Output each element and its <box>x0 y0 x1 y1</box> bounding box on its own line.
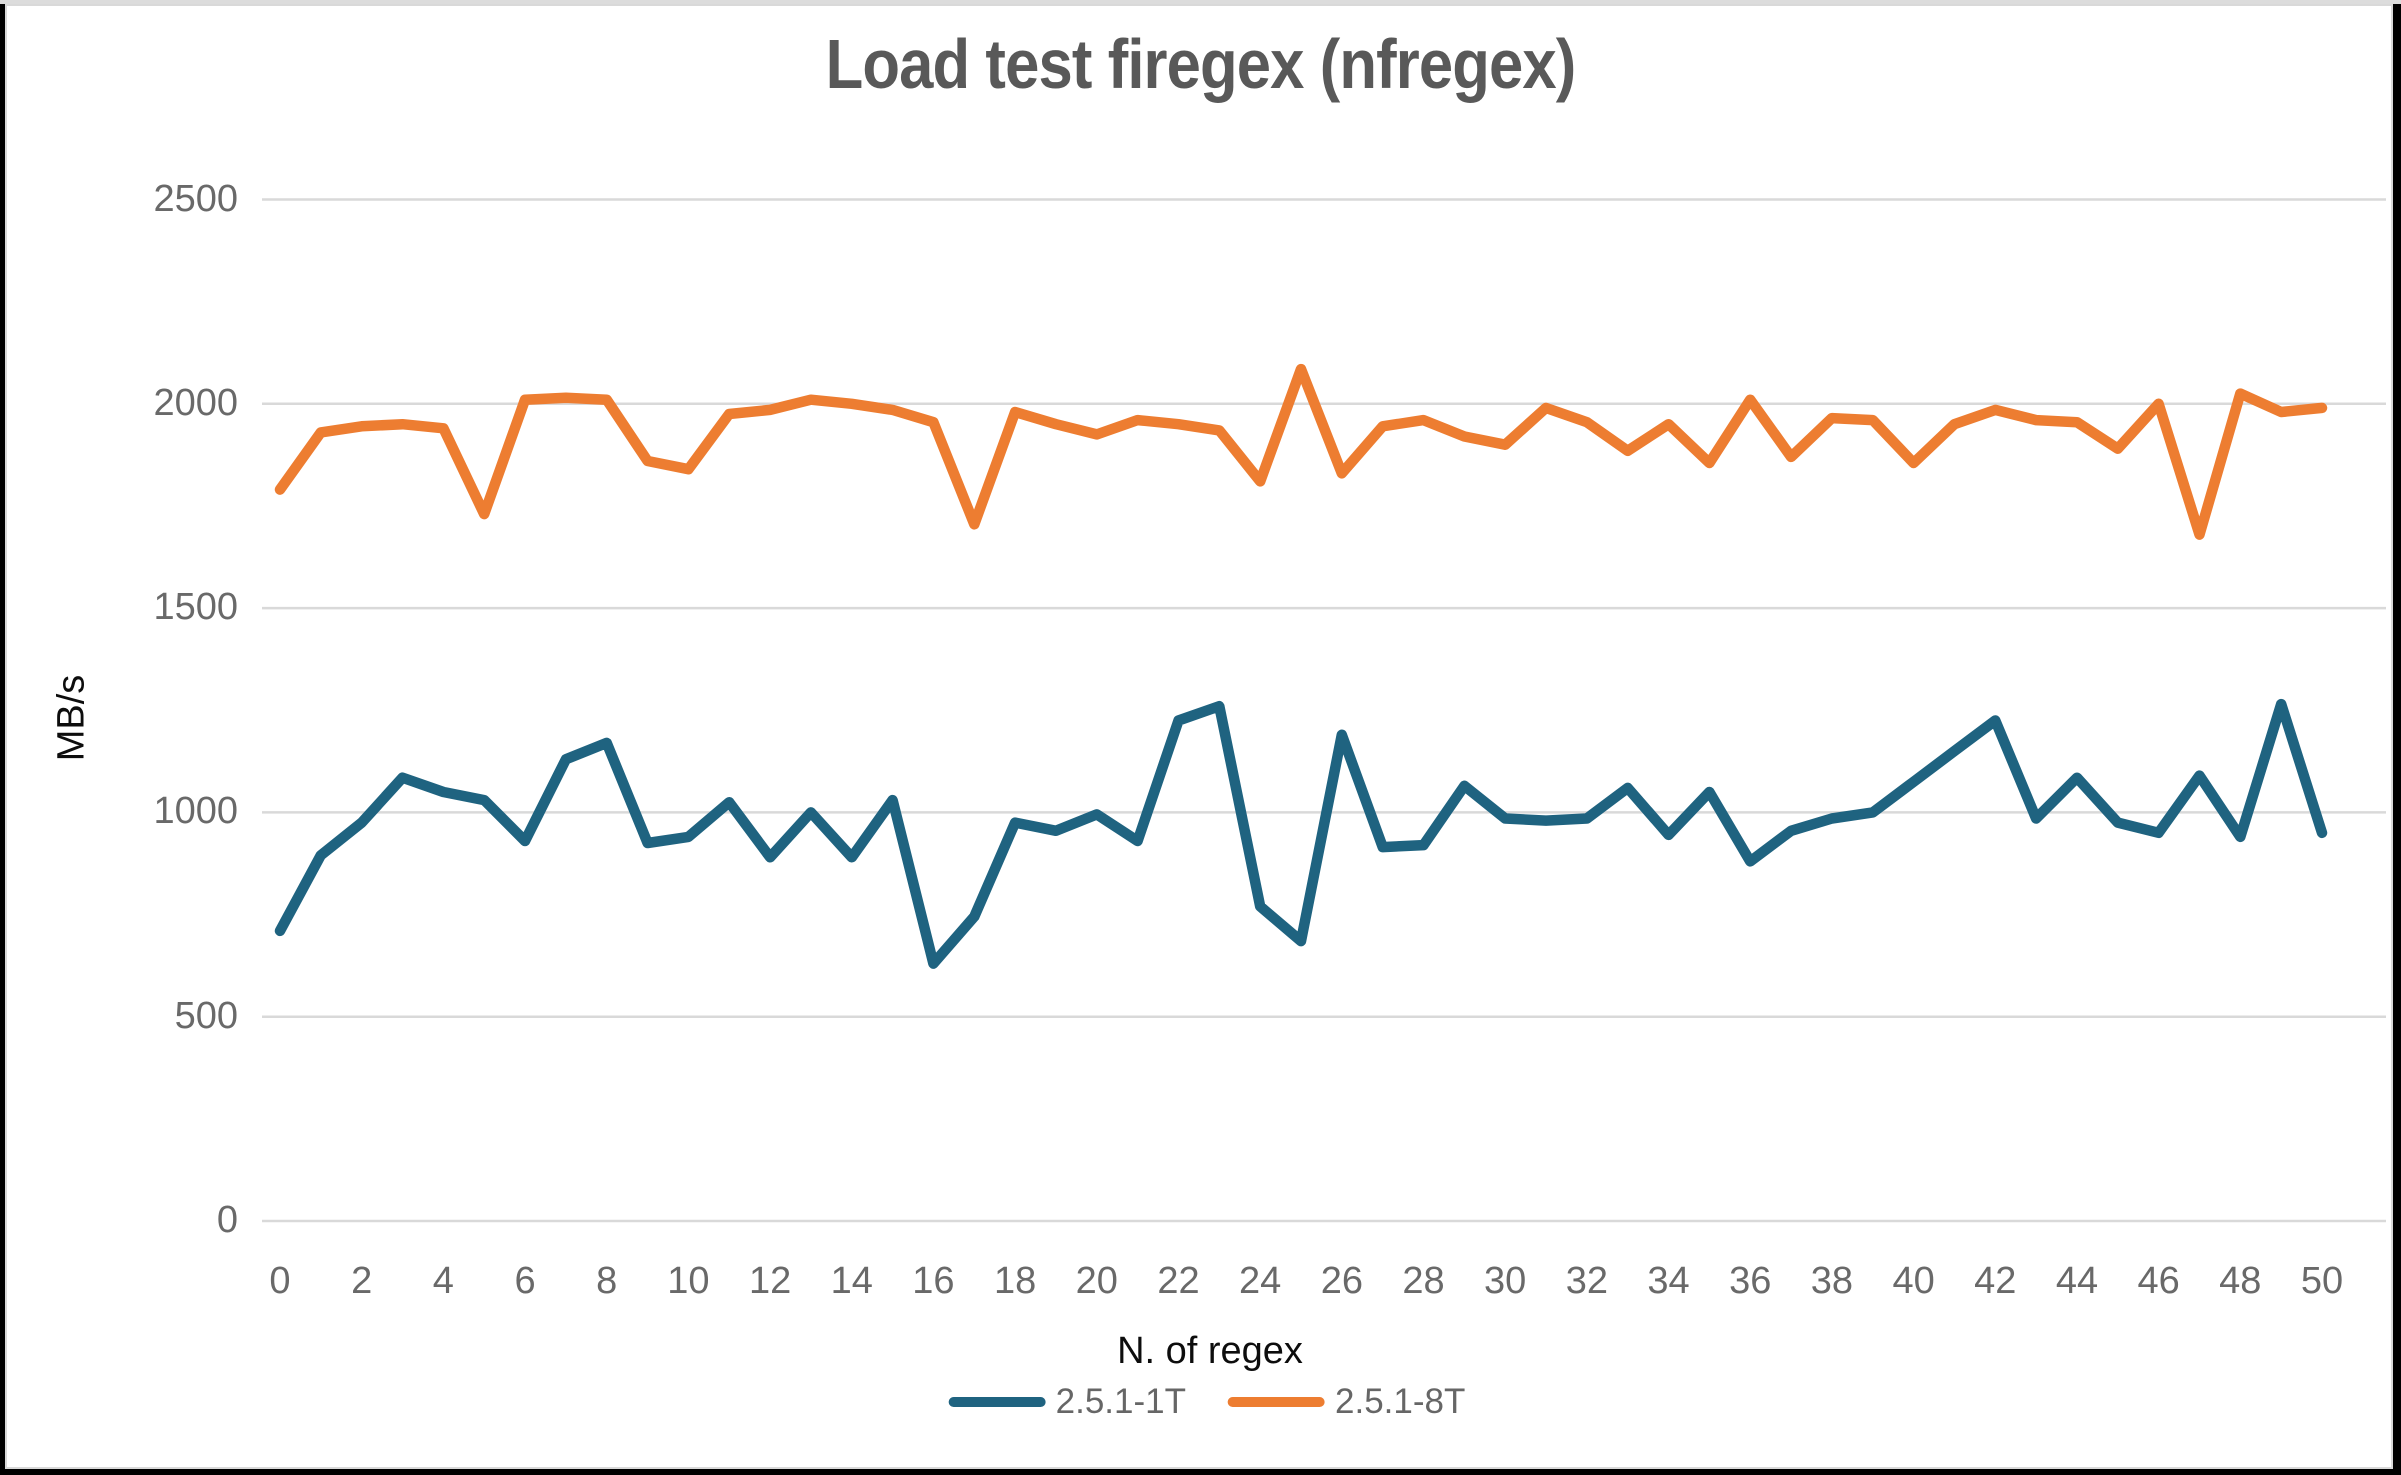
x-tick-label-6: 6 <box>514 1260 536 1302</box>
x-tick-label-46: 46 <box>2137 1260 2180 1302</box>
y-tick-label-2000: 2000 <box>153 381 238 424</box>
y-tick-label-1500: 1500 <box>153 586 238 629</box>
window-top-strip <box>0 0 2401 4</box>
x-tick-label-18: 18 <box>993 1260 1037 1302</box>
x-tick-label-8: 8 <box>596 1260 618 1302</box>
x-axis-title: N. of regex <box>1117 1330 1303 1372</box>
x-tick-label-14: 14 <box>830 1260 873 1302</box>
x-tick-label-12: 12 <box>748 1260 792 1302</box>
y-tick-label-1000: 1000 <box>153 790 238 833</box>
x-tick-label-30: 30 <box>1484 1260 1527 1302</box>
y-tick-label-0: 0 <box>216 1199 238 1241</box>
x-tick-label-38: 38 <box>1810 1260 1854 1302</box>
x-tick-label-48: 48 <box>2219 1260 2262 1302</box>
x-tick-label-36: 36 <box>1729 1260 1772 1302</box>
x-tick-label-34: 34 <box>1647 1260 1690 1302</box>
x-tick-label-50: 50 <box>2300 1260 2344 1302</box>
y-tick-label-500: 500 <box>174 994 238 1037</box>
gridlines <box>262 198 2386 1223</box>
legend-label-8T: 2.5.1-8T <box>1335 1382 1466 1421</box>
x-tick-label-16: 16 <box>912 1260 955 1302</box>
x-tick-label-42: 42 <box>1974 1260 2017 1302</box>
legend-swatch-1T-line <box>948 1396 1046 1407</box>
chart-legend: 2.5.1-1T 2.5.1-8T <box>948 1382 1465 1421</box>
series-lines <box>274 363 2328 969</box>
x-tick-label-32: 32 <box>1565 1260 1609 1302</box>
legend-item-1T: 2.5.1-1T <box>948 1382 1186 1421</box>
legend-label-1T: 2.5.1-1T <box>1055 1382 1186 1421</box>
x-tick-label-2: 2 <box>351 1260 373 1302</box>
x-tick-label-40: 40 <box>1892 1260 1935 1302</box>
x-tick-label-24: 24 <box>1239 1260 1282 1302</box>
y-axis-title: MB/s <box>50 674 93 762</box>
chart-title: Load test firegex (nfregex) <box>825 25 1577 103</box>
series-line-2.5.1-8T <box>274 363 2328 540</box>
series-line-2.5.1-1T <box>274 698 2328 969</box>
legend-swatch-8T-line <box>1228 1396 1325 1407</box>
x-tick-label-26: 26 <box>1320 1260 1363 1302</box>
x-tick-label-4: 4 <box>432 1260 454 1302</box>
y-tick-label-2500: 2500 <box>153 177 238 220</box>
chart-card <box>5 4 2393 1469</box>
legend-item-8T: 2.5.1-8T <box>1228 1384 1465 1419</box>
x-tick-label-22: 22 <box>1157 1260 1200 1302</box>
x-tick-label-20: 20 <box>1075 1260 1118 1302</box>
x-tick-label-44: 44 <box>2055 1260 2099 1302</box>
x-tick-label-0: 0 <box>269 1260 291 1302</box>
x-tick-label-10: 10 <box>667 1260 710 1302</box>
x-tick-label-28: 28 <box>1402 1260 1445 1302</box>
